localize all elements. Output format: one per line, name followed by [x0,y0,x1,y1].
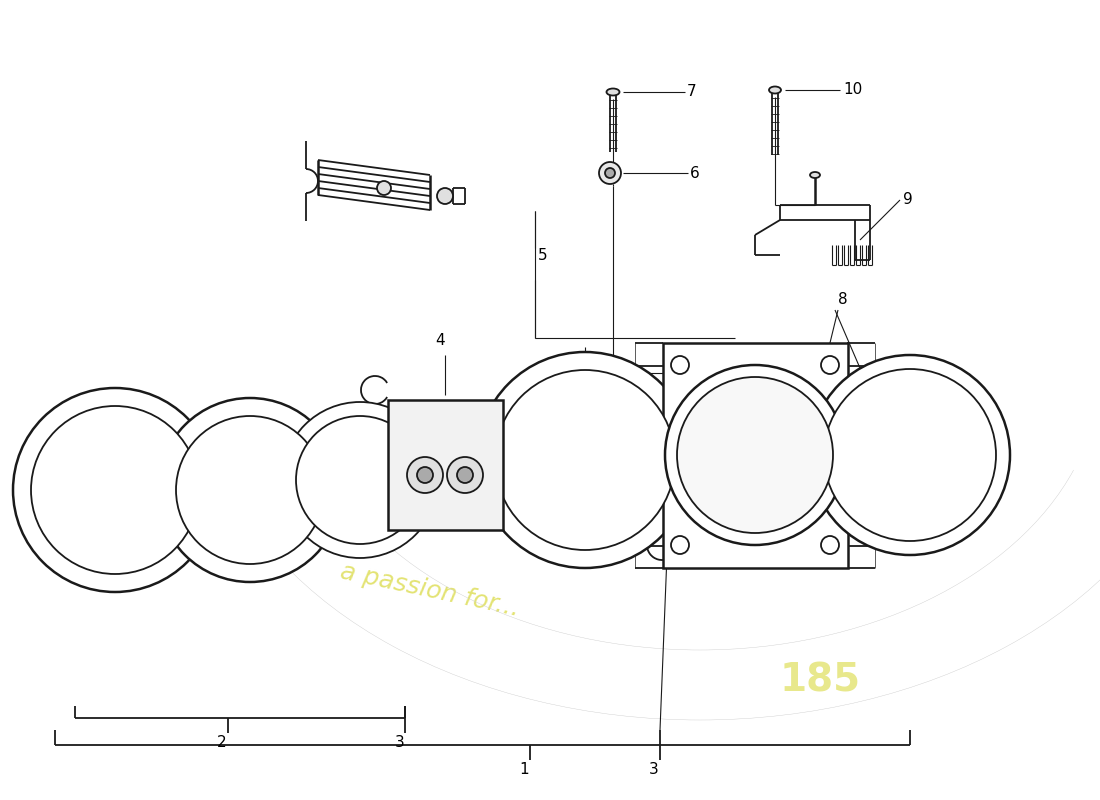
Ellipse shape [544,503,560,511]
Text: 1: 1 [519,762,529,777]
Circle shape [282,402,438,558]
Circle shape [31,406,199,574]
Circle shape [456,467,473,483]
Circle shape [377,181,390,195]
Circle shape [810,355,1010,555]
Circle shape [437,188,453,204]
Circle shape [824,369,996,541]
Circle shape [671,356,689,374]
Circle shape [821,356,839,374]
Bar [663,343,848,568]
Circle shape [676,377,833,533]
Circle shape [600,162,621,184]
Text: 4: 4 [436,333,444,348]
Ellipse shape [810,172,820,178]
Text: 5: 5 [538,248,548,263]
FancyBboxPatch shape [388,400,503,530]
Ellipse shape [769,86,781,94]
Circle shape [176,416,324,564]
Circle shape [666,365,845,545]
Text: 8: 8 [838,292,848,307]
Circle shape [447,457,483,493]
Circle shape [495,370,675,550]
Text: 7: 7 [688,85,696,99]
Ellipse shape [544,459,560,467]
Ellipse shape [606,89,619,95]
Bar [544,463,560,507]
Circle shape [13,388,217,592]
Text: a passion for...: a passion for... [338,559,521,621]
Text: 6: 6 [690,166,700,181]
Circle shape [296,416,424,544]
Circle shape [158,398,342,582]
Circle shape [605,168,615,178]
Text: 3: 3 [395,735,405,750]
Text: 10: 10 [843,82,862,98]
Text: 185: 185 [780,661,860,699]
Circle shape [417,467,433,483]
Circle shape [407,457,443,493]
Circle shape [671,536,689,554]
Text: 2: 2 [217,735,227,750]
Circle shape [477,352,693,568]
Text: 3: 3 [649,762,659,777]
Text: 9: 9 [903,193,913,207]
Circle shape [821,536,839,554]
